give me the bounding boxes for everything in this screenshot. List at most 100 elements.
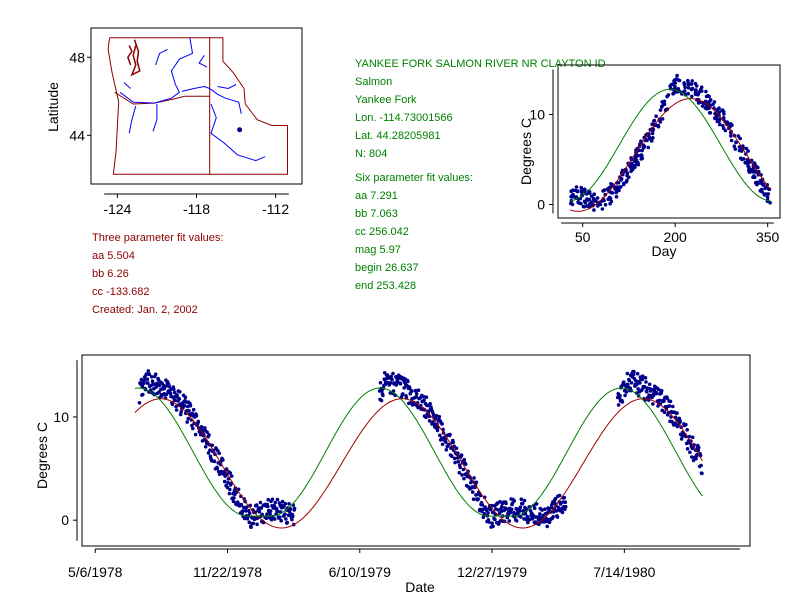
data-point	[208, 448, 212, 452]
data-point	[707, 94, 711, 99]
station-basin: Salmon	[355, 76, 393, 88]
data-point	[673, 81, 678, 85]
y-tick-label: 48	[69, 49, 85, 65]
data-point	[700, 104, 705, 108]
data-point	[594, 199, 598, 203]
data-point	[188, 403, 193, 408]
data-point	[609, 199, 614, 204]
data-point	[613, 187, 617, 191]
y-tick-label: 10	[529, 107, 545, 123]
data-point	[450, 454, 454, 458]
data-point	[532, 506, 537, 510]
data-point	[618, 393, 622, 398]
data-point	[518, 505, 523, 510]
data-point	[149, 375, 154, 379]
data-point	[284, 517, 288, 521]
data-point	[228, 487, 232, 492]
data-point	[621, 380, 626, 384]
three-param-heading: Three parameter fit values:	[92, 232, 224, 244]
data-point	[278, 515, 282, 520]
data-point	[592, 192, 596, 196]
station-title: YANKEE FORK SALMON RIVER NR CLAYTON ID	[355, 58, 606, 70]
data-point	[690, 86, 695, 91]
data-point	[639, 153, 644, 157]
data-point	[272, 504, 277, 508]
data-point	[650, 136, 655, 140]
data-point	[186, 416, 190, 421]
data-point	[635, 382, 639, 386]
data-point	[239, 502, 244, 507]
data-point	[172, 387, 176, 392]
data-point	[476, 497, 481, 501]
data-point	[206, 451, 211, 455]
data-point	[752, 169, 757, 174]
data-point	[505, 515, 510, 520]
data-point	[762, 193, 767, 197]
data-point	[490, 521, 494, 525]
data-point	[519, 497, 524, 501]
data-point	[587, 197, 592, 202]
data-point	[534, 502, 539, 506]
data-point	[496, 508, 500, 512]
data-point	[640, 377, 645, 382]
data-point	[662, 399, 666, 403]
data-point	[625, 371, 630, 376]
data-point	[601, 197, 605, 201]
data-point	[461, 467, 466, 472]
x-tick-label: 5/6/1978	[68, 564, 123, 580]
data-point	[540, 508, 544, 512]
data-point	[444, 440, 448, 444]
data-point	[622, 181, 626, 186]
river	[209, 88, 242, 114]
data-point	[247, 520, 252, 525]
data-point	[733, 147, 738, 151]
data-point	[690, 79, 694, 83]
river	[119, 37, 194, 104]
data-point	[269, 517, 274, 522]
data-point	[671, 404, 675, 409]
x-tick-label: 11/22/1978	[193, 564, 262, 580]
data-point	[232, 496, 236, 500]
data-point	[713, 116, 717, 121]
data-point	[683, 85, 687, 90]
data-point	[639, 139, 643, 143]
data-point	[174, 404, 178, 409]
data-point	[388, 381, 393, 385]
data-point	[167, 384, 171, 389]
data-point	[610, 182, 614, 187]
data-point	[446, 442, 451, 447]
data-point	[591, 196, 596, 201]
data-point	[672, 91, 676, 95]
data-point	[193, 432, 198, 437]
data-point	[749, 167, 754, 172]
data-point	[421, 394, 426, 399]
data-point	[650, 122, 654, 126]
data-point	[658, 120, 663, 124]
six-param-fit-line	[570, 88, 771, 202]
data-point	[629, 162, 634, 167]
data-point	[624, 390, 629, 394]
data-point	[538, 512, 542, 516]
data-point	[543, 507, 547, 511]
data-point	[440, 442, 445, 447]
data-point	[157, 383, 162, 388]
data-point	[756, 165, 760, 170]
data-point	[205, 430, 209, 434]
six-param-cc: cc 256.042	[355, 226, 409, 238]
data-point	[390, 378, 394, 382]
data-point	[187, 409, 191, 413]
data-point	[481, 507, 485, 512]
data-point	[470, 490, 475, 494]
x-tick-label: 350	[756, 229, 780, 245]
data-point	[178, 390, 182, 394]
data-point	[379, 398, 384, 403]
station-marker	[237, 127, 243, 133]
data-point	[448, 432, 452, 437]
data-point	[210, 443, 214, 448]
data-point	[667, 404, 672, 408]
data-point	[579, 201, 583, 206]
data-point	[196, 419, 201, 424]
data-point	[228, 471, 233, 475]
y-tick-label: 44	[69, 127, 85, 143]
data-point	[424, 415, 428, 420]
